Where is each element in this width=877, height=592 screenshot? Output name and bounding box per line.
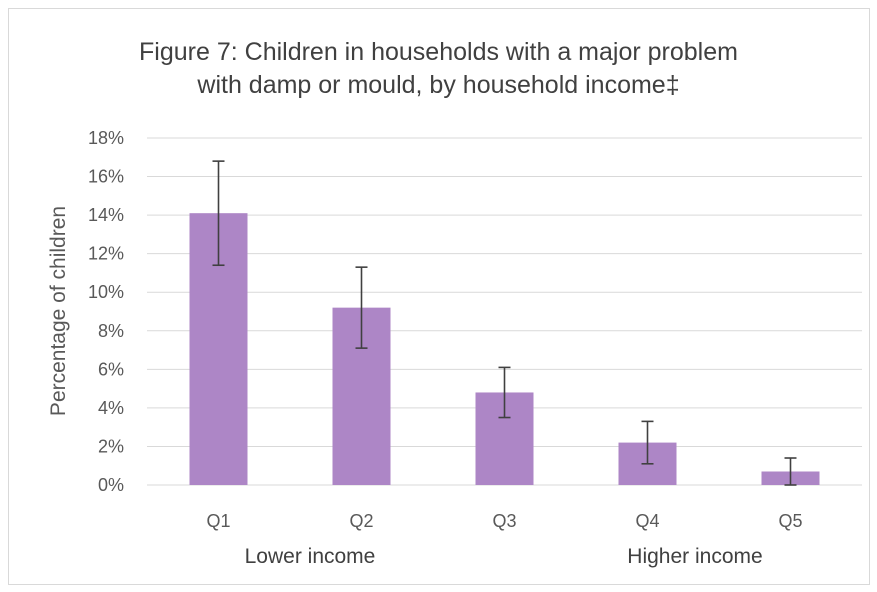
y-tick-label: 0%: [98, 475, 124, 495]
y-tick-label: 16%: [88, 167, 124, 187]
y-tick-label: 8%: [98, 321, 124, 341]
y-tick-label: 2%: [98, 436, 124, 456]
error-bar-q4: [641, 420, 654, 465]
chart-title: Figure 7: Children in households with a …: [0, 36, 877, 102]
x-tick-label: Q3: [492, 511, 516, 531]
error-bars: [212, 160, 797, 486]
y-tick-label: 14%: [88, 205, 124, 225]
y-tick-label: 18%: [88, 128, 124, 148]
error-bar-q5: [784, 457, 797, 486]
x-tick-label: Q1: [206, 511, 230, 531]
lower-income-label: Lower income: [245, 545, 376, 568]
higher-income-label: Higher income: [627, 545, 762, 568]
chart-frame: [8, 8, 870, 585]
y-tick-labels: 0% 2% 4% 6% 8% 10% 12% 14% 16% 18%: [88, 128, 124, 495]
y-axis-label: Percentage of children: [47, 206, 70, 416]
y-tick-label: 6%: [98, 359, 124, 379]
y-tick-label: 10%: [88, 282, 124, 302]
error-bar-q1: [212, 160, 225, 267]
error-bar-q2: [355, 266, 368, 349]
chart-title-line-1: Figure 7: Children in households with a …: [139, 38, 738, 66]
x-tick-label: Q4: [635, 511, 659, 531]
x-tick-label: Q2: [349, 511, 373, 531]
y-tick-label: 12%: [88, 244, 124, 264]
error-bar-q3: [498, 366, 511, 419]
x-tick-labels: Q1 Q2 Q3 Q4 Q5: [206, 511, 802, 531]
x-tick-label: Q5: [778, 511, 802, 531]
chart-title-line-2: with damp or mould, by household income‡: [197, 71, 680, 99]
y-tick-label: 4%: [98, 398, 124, 418]
